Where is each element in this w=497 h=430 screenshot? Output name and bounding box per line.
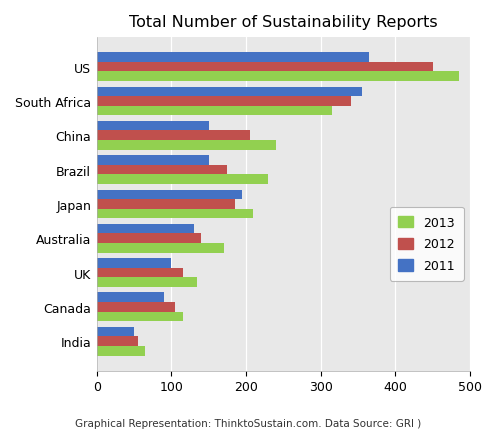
Bar: [97, 156, 209, 166]
Bar: [97, 175, 268, 184]
Legend: 2013, 2012, 2011: 2013, 2012, 2011: [390, 207, 464, 281]
Bar: [97, 141, 276, 150]
Bar: [97, 337, 138, 346]
Bar: [97, 190, 242, 200]
Bar: [97, 312, 182, 322]
Bar: [97, 293, 164, 302]
Bar: [97, 243, 224, 253]
Bar: [97, 87, 362, 97]
Bar: [97, 234, 201, 243]
Bar: [97, 107, 332, 116]
Bar: [97, 278, 197, 287]
Bar: [97, 327, 134, 337]
Bar: [97, 53, 369, 63]
Bar: [97, 209, 253, 219]
Bar: [97, 72, 459, 82]
Bar: [97, 131, 249, 141]
Bar: [97, 268, 182, 278]
Bar: [97, 258, 171, 268]
Bar: [97, 224, 194, 234]
Bar: [97, 63, 433, 72]
Bar: [97, 122, 209, 131]
Bar: [97, 346, 145, 356]
Title: Total Number of Sustainability Reports: Total Number of Sustainability Reports: [129, 15, 438, 30]
Bar: [97, 97, 350, 107]
Bar: [97, 166, 227, 175]
Text: Graphical Representation: ThinktoSustain.com. Data Source: GRI ): Graphical Representation: ThinktoSustain…: [76, 418, 421, 428]
Bar: [97, 200, 235, 209]
Bar: [97, 302, 175, 312]
